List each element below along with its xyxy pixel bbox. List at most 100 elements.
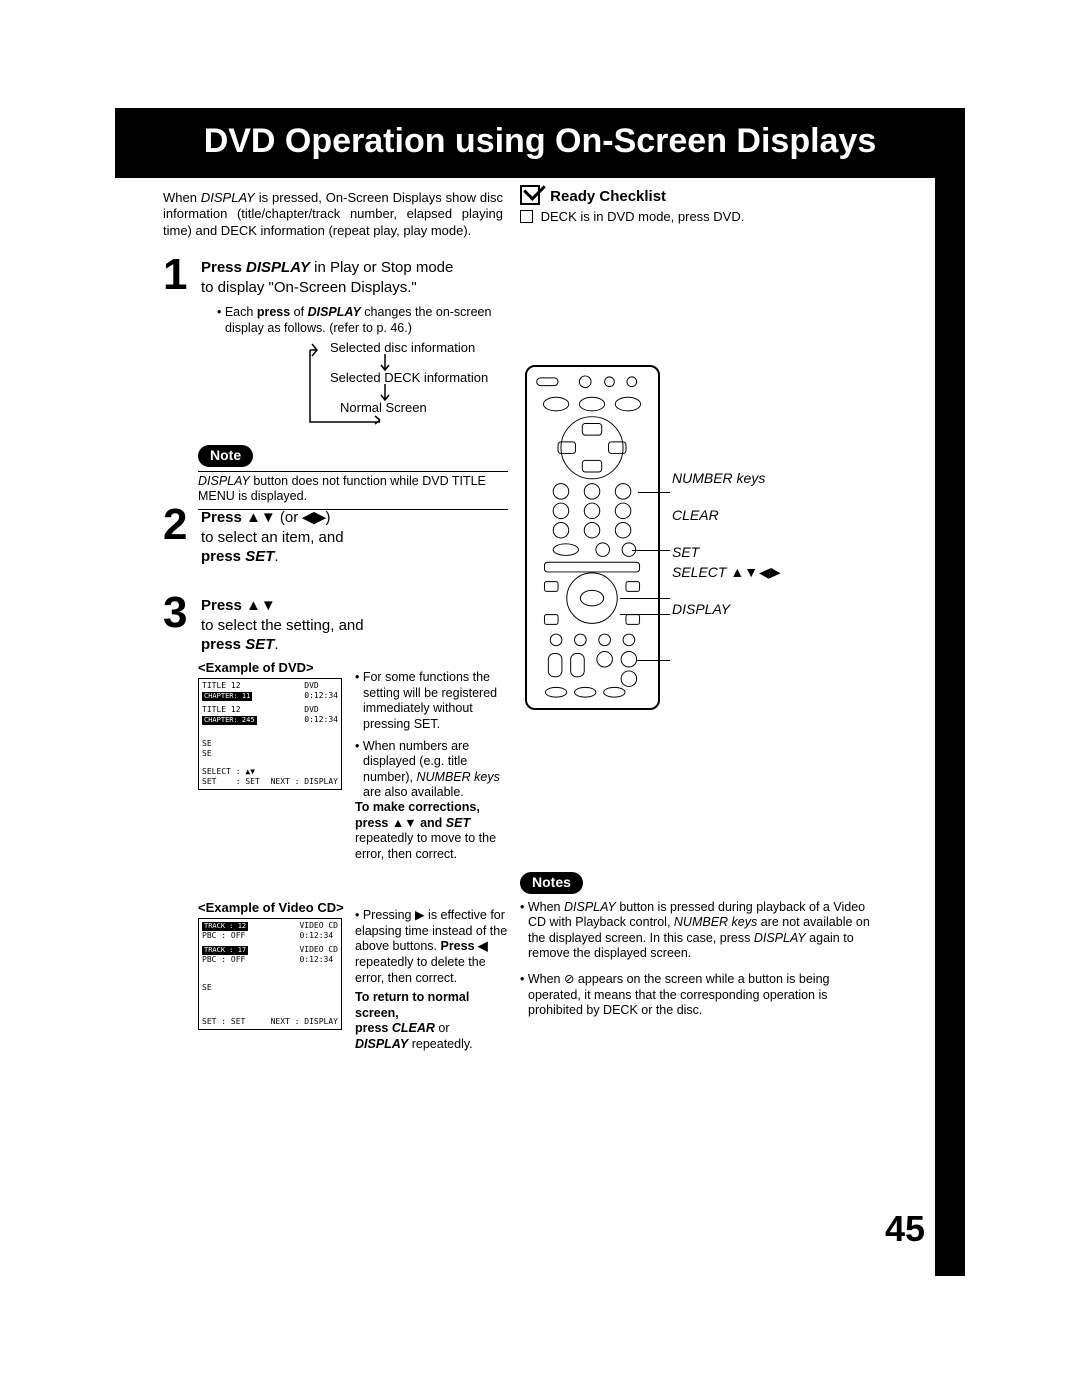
note-1: Note DISPLAY button does not function wh… [198, 445, 508, 510]
n2l1b: DISPLAY [564, 900, 616, 914]
exd7: DVD [304, 705, 318, 714]
s1l2: to display "On-Screen Displays." [201, 279, 417, 296]
s1sc: of [290, 305, 307, 319]
s2l3c: . [274, 548, 278, 565]
exd6: CHAPTER: 245 [202, 716, 257, 725]
n1a: DISPLAY [198, 474, 250, 488]
c2bh1: To make corrections, [355, 800, 480, 814]
ready-header-text: Ready Checklist [550, 188, 666, 205]
s2b: ▲▼ [246, 509, 276, 526]
exv1: TRACK : 12 [202, 922, 248, 931]
note-pill-1: Note [198, 445, 253, 467]
checkmark-icon [520, 185, 540, 205]
remote-illustration [525, 365, 660, 710]
c2dl1c: or [435, 1021, 450, 1035]
c2dl1a: press [355, 1021, 392, 1035]
osd-vcd: TRACK : 12PBC : OFF VIDEO CD0:12:34 TRAC… [198, 918, 342, 1030]
n2l1d: NUMBER keys [674, 915, 757, 929]
notes-bottom: Notes • When DISPLAY button is pressed d… [520, 872, 880, 1029]
step-2: 2 Press ▲▼ (or ◀▶) to select an item, an… [163, 508, 503, 567]
exvbr: NEXT : DISPLAY [271, 1017, 338, 1027]
c2dl2a: DISPLAY [355, 1037, 408, 1051]
step-3: 3 Press ▲▼ to select the setting, and pr… [163, 596, 503, 655]
exv3: VIDEO CD [299, 921, 338, 930]
leader-3 [620, 598, 670, 599]
c2bh2d: SET [446, 816, 470, 830]
s3l3b: SET [245, 636, 274, 653]
d3: Normal Screen [340, 400, 427, 415]
exvse: SE [202, 983, 212, 993]
exd1: TITLE 12 [202, 681, 241, 690]
s2l2: to select an item, and [201, 529, 344, 546]
leader-2 [632, 550, 670, 551]
exdbl: SELECT : ▲▼ SET : SET [202, 767, 260, 787]
s2d: ◀▶ [302, 509, 325, 526]
col2-b: To make corrections, press ▲▼ and SET re… [355, 800, 510, 863]
s2l3a: press [201, 548, 245, 565]
d2: Selected DECK information [330, 370, 488, 385]
exdse2: SE [202, 749, 212, 758]
intro-text: When DISPLAY is pressed, On-Screen Displ… [163, 190, 503, 239]
c2al2b: NUMBER keys [417, 770, 500, 784]
co-clear: CLEAR [672, 507, 782, 524]
exd2: CHAPTER: 11 [202, 692, 252, 701]
exd4: 0:12:34 [304, 691, 338, 700]
d1: Selected disc information [330, 340, 475, 355]
leader-1 [638, 492, 670, 493]
step-2-number: 2 [163, 500, 187, 550]
s2e: ) [326, 509, 331, 526]
col2-a: • For some functions the setting will be… [355, 670, 510, 807]
leader-5 [636, 660, 670, 661]
intro-span: When DISPLAY is pressed, On-Screen Displ… [163, 190, 503, 238]
n2l1f: DISPLAY [754, 931, 806, 945]
c2dh: To return to normal screen, [355, 990, 469, 1020]
co-select: SELECT ▲▼◀▶ [672, 564, 782, 581]
s3b: ▲▼ [246, 597, 276, 614]
s1sa: • Each [217, 305, 257, 319]
ready-checklist: Ready Checklist DECK is in DVD mode, pre… [520, 185, 890, 224]
exd8: 0:12:34 [304, 715, 338, 724]
co-display: DISPLAY [672, 601, 782, 618]
c2bh2a: press [355, 816, 392, 830]
remote-callouts: NUMBER keys CLEAR SET SELECT ▲▼◀▶ DISPLA… [672, 470, 782, 638]
exv4: 0:12:34 [299, 931, 333, 940]
step-1: 1 Press DISPLAY in Play or Stop mode to … [163, 258, 503, 336]
exv7: VIDEO CD [299, 945, 338, 954]
s2l3b: SET [245, 548, 274, 565]
c2dl1b: CLEAR [392, 1021, 435, 1035]
c2bh2b: ▲▼ [392, 816, 417, 830]
c2bh2c: and [417, 816, 446, 830]
exd5: TITLE 12 [202, 705, 241, 714]
checkbox-icon [520, 210, 533, 223]
s2a: Press [201, 509, 246, 526]
co-set: SET [672, 544, 782, 561]
s3a: Press [201, 597, 246, 614]
exvbl: SET : SET [202, 1017, 245, 1027]
c2al1: • For some functions the setting will be… [355, 670, 497, 731]
c2al2c: are also available. [363, 785, 464, 799]
exvcd-label: <Example of Video CD> [198, 900, 344, 915]
osd-dvd: TITLE 12CHAPTER: 11 DVD0:12:34 TITLE 12C… [198, 678, 342, 790]
c2cb: Press ◀ [440, 939, 487, 953]
s2c: (or [276, 509, 303, 526]
s3l3c: . [274, 636, 278, 653]
flow-diagram: Selected disc information Selected DECK … [300, 342, 520, 437]
exdvd-label: <Example of DVD> [198, 660, 342, 675]
st1: DVD [909, 744, 931, 786]
st2: Operation [888, 718, 910, 812]
s1c: in Play or Stop mode [310, 259, 453, 276]
ready-line: DECK is in DVD mode, press DVD. [541, 209, 745, 224]
s3l2: to select the setting, and [201, 617, 364, 634]
page-number: 45 [885, 1208, 925, 1250]
c2cc: repeatedly to delete the error, then cor… [355, 955, 486, 985]
exv6: PBC : OFF [202, 955, 245, 964]
s1sb: press [257, 305, 290, 319]
exd-se: SE SE [202, 739, 212, 759]
exv8: 0:12:34 [299, 955, 333, 964]
exd3: DVD [304, 681, 318, 690]
col2-c: • Pressing ▶ is effective for elapsing t… [355, 908, 510, 986]
leader-4 [620, 614, 670, 615]
s1b: DISPLAY [246, 259, 310, 276]
col2-d: To return to normal screen, press CLEAR … [355, 990, 510, 1053]
c2dl2b: repeatedly. [408, 1037, 472, 1051]
